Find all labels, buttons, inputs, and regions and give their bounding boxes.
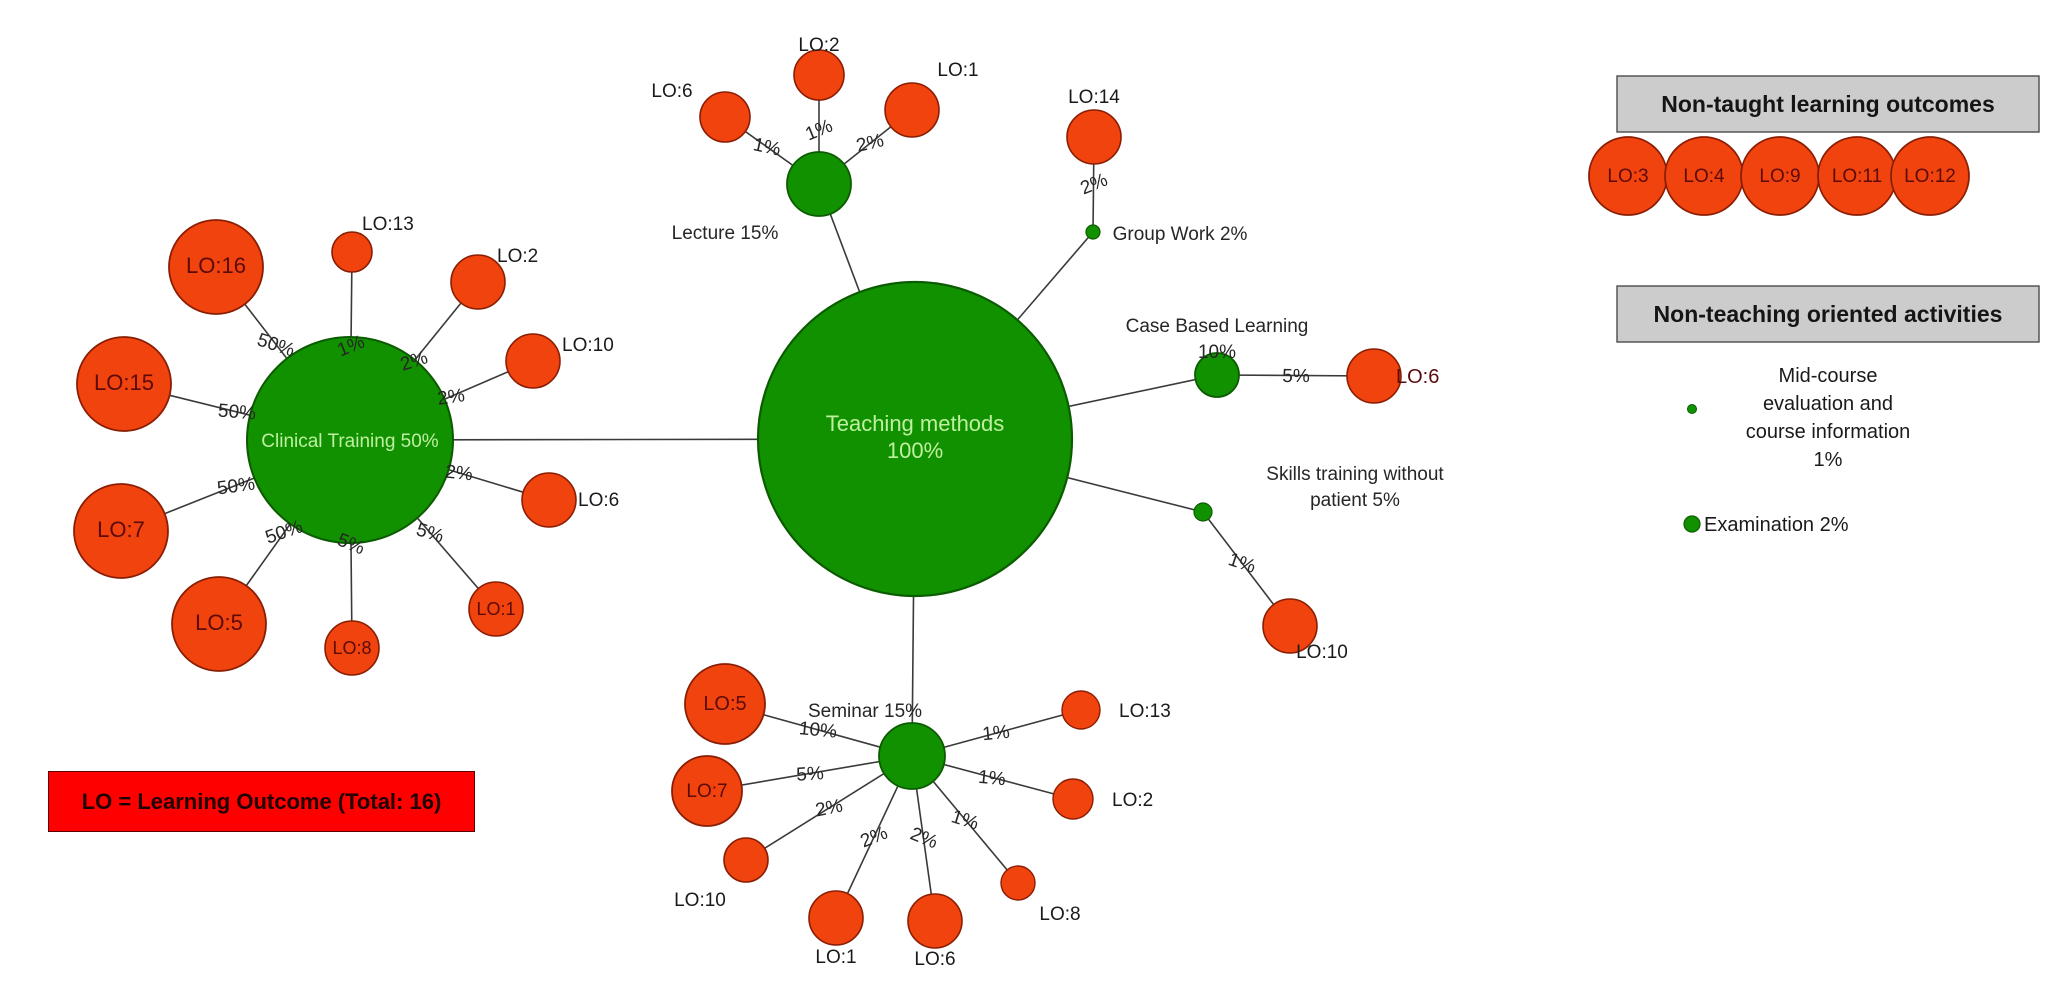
svg-text:patient 5%: patient 5% (1310, 490, 1400, 511)
svg-text:1%: 1% (1225, 549, 1258, 578)
svg-text:2%: 2% (1078, 170, 1111, 200)
svg-text:2%: 2% (858, 823, 891, 853)
svg-text:Skills training without: Skills training without (1266, 464, 1444, 485)
svg-text:1%: 1% (981, 722, 1010, 745)
svg-text:1%: 1% (949, 806, 982, 834)
svg-text:1%: 1% (977, 767, 1006, 790)
svg-text:LO:7: LO:7 (686, 781, 727, 802)
svg-text:LO:13: LO:13 (1119, 701, 1171, 722)
svg-text:LO:1: LO:1 (476, 599, 515, 619)
svg-text:LO:13: LO:13 (362, 214, 414, 235)
svg-text:LO:2: LO:2 (798, 35, 839, 56)
svg-text:50%: 50% (254, 330, 297, 362)
svg-text:LO:15: LO:15 (94, 370, 154, 395)
svg-text:LO:6: LO:6 (651, 81, 692, 102)
svg-text:5%: 5% (414, 519, 447, 547)
svg-text:course information: course information (1746, 421, 1911, 443)
svg-text:LO:6: LO:6 (1396, 366, 1439, 388)
svg-text:LO:8: LO:8 (332, 638, 371, 658)
svg-text:Case Based Learning: Case Based Learning (1126, 316, 1309, 337)
svg-text:Seminar 15%: Seminar 15% (808, 701, 922, 722)
svg-text:5%: 5% (796, 763, 825, 786)
svg-text:10%: 10% (798, 718, 838, 742)
svg-text:LO:5: LO:5 (195, 610, 243, 635)
svg-text:LO:7: LO:7 (97, 517, 145, 542)
svg-text:50%: 50% (217, 400, 257, 424)
svg-text:LO:4: LO:4 (1683, 166, 1725, 187)
svg-text:Mid-course: Mid-course (1779, 365, 1878, 387)
svg-text:10%: 10% (1198, 342, 1236, 363)
svg-text:1%: 1% (751, 134, 782, 160)
svg-text:5%: 5% (1282, 366, 1310, 387)
svg-text:LO:14: LO:14 (1068, 87, 1120, 108)
svg-text:2%: 2% (436, 385, 466, 410)
svg-text:LO:9: LO:9 (1759, 166, 1800, 187)
svg-text:LO:10: LO:10 (562, 335, 614, 356)
svg-text:LO:11: LO:11 (1832, 166, 1882, 187)
svg-text:2%: 2% (814, 796, 845, 822)
svg-text:Group Work 2%: Group Work 2% (1113, 224, 1248, 245)
svg-text:Non-teaching oriented activiti: Non-teaching oriented activities (1654, 301, 2003, 327)
svg-text:LO:2: LO:2 (497, 246, 538, 267)
svg-text:LO:6: LO:6 (914, 949, 955, 970)
svg-text:LO:10: LO:10 (674, 890, 726, 911)
svg-text:LO:16: LO:16 (186, 253, 246, 278)
svg-text:Examination 2%: Examination 2% (1704, 514, 1849, 536)
svg-text:Teaching methods: Teaching methods (826, 411, 1005, 436)
svg-text:1%: 1% (803, 116, 836, 146)
svg-text:Non-taught learning outcomes: Non-taught learning outcomes (1661, 91, 1995, 117)
svg-text:LO:1: LO:1 (815, 947, 856, 968)
svg-text:LO:2: LO:2 (1112, 790, 1153, 811)
svg-text:50%: 50% (263, 516, 306, 548)
svg-text:1%: 1% (1814, 449, 1843, 471)
svg-text:2%: 2% (444, 462, 474, 486)
svg-text:Lecture 15%: Lecture 15% (672, 223, 779, 244)
svg-text:LO:1: LO:1 (937, 60, 978, 81)
svg-text:LO:6: LO:6 (578, 490, 619, 511)
svg-text:LO:3: LO:3 (1607, 166, 1648, 187)
svg-text:LO:5: LO:5 (703, 693, 746, 715)
svg-text:LO:8: LO:8 (1039, 904, 1080, 925)
svg-text:2%: 2% (907, 824, 940, 854)
svg-text:LO:10: LO:10 (1296, 642, 1348, 663)
svg-text:100%: 100% (887, 438, 943, 463)
svg-text:Clinical Training 50%: Clinical Training 50% (261, 431, 439, 452)
svg-text:evaluation and: evaluation and (1763, 393, 1893, 415)
svg-text:2%: 2% (854, 130, 886, 157)
svg-text:LO:12: LO:12 (1904, 166, 1956, 187)
svg-text:50%: 50% (216, 474, 257, 500)
